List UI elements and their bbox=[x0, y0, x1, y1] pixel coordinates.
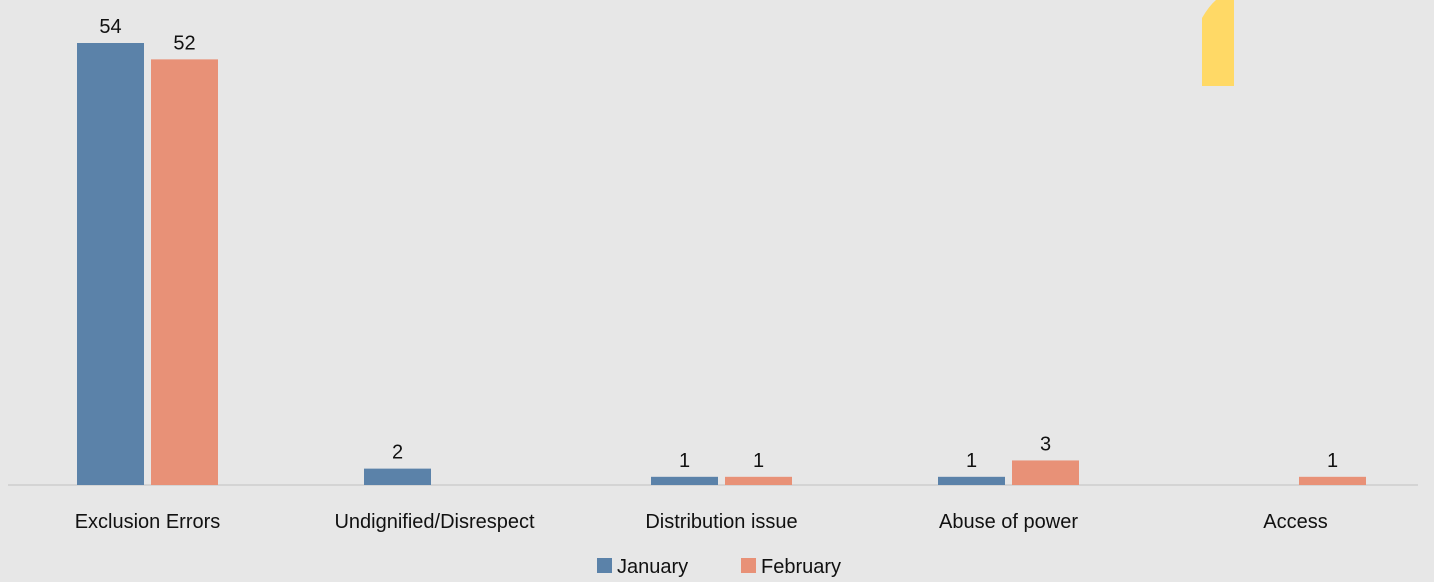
bar-february-distribution-issue bbox=[725, 476, 792, 485]
legend-label-january: January bbox=[617, 556, 688, 578]
x-tick-label-exclusion-errors: Exclusion Errors bbox=[75, 511, 221, 533]
data-label-january-abuse-of-power: 1 bbox=[966, 450, 977, 472]
data-label-january-undignified-disrespect: 2 bbox=[392, 442, 403, 464]
bar-january-abuse-of-power bbox=[938, 476, 1005, 485]
bar-february-abuse-of-power bbox=[1012, 460, 1079, 485]
x-tick-label-access: Access bbox=[1263, 511, 1327, 533]
legend-swatch-january bbox=[597, 558, 612, 573]
decorative-yellow-shape bbox=[1202, 0, 1234, 86]
bar-february-access bbox=[1299, 476, 1366, 485]
bar-february-exclusion-errors bbox=[151, 59, 218, 486]
legend-label-february: February bbox=[761, 556, 841, 578]
bar-january-exclusion-errors bbox=[77, 43, 144, 485]
x-tick-label-distribution-issue: Distribution issue bbox=[645, 511, 797, 533]
bar-january-distribution-issue bbox=[651, 476, 718, 485]
data-label-february-distribution-issue: 1 bbox=[753, 450, 764, 472]
x-tick-label-undignified-disrespect: Undignified/Disrespect bbox=[334, 511, 535, 533]
bar-january-undignified-disrespect bbox=[364, 468, 431, 485]
data-label-january-exclusion-errors: 54 bbox=[99, 16, 121, 38]
data-label-february-access: 1 bbox=[1327, 450, 1338, 472]
x-tick-label-abuse-of-power: Abuse of power bbox=[939, 511, 1078, 533]
x-tick-labels-layer: Exclusion Errors Undignified/Disrespect Di… bbox=[75, 511, 1328, 533]
data-label-february-abuse-of-power: 3 bbox=[1040, 433, 1051, 455]
legend-item-february: February bbox=[741, 556, 841, 578]
data-labels-layer: 54 52 2 1 1 1 3 1 bbox=[99, 16, 1338, 472]
legend-item-january: January bbox=[597, 556, 688, 578]
legend-swatch-february bbox=[741, 558, 756, 573]
legend: January February bbox=[597, 556, 841, 578]
data-label-january-distribution-issue: 1 bbox=[679, 450, 690, 472]
bars-layer bbox=[77, 43, 1366, 486]
data-label-february-exclusion-errors: 52 bbox=[173, 32, 195, 54]
